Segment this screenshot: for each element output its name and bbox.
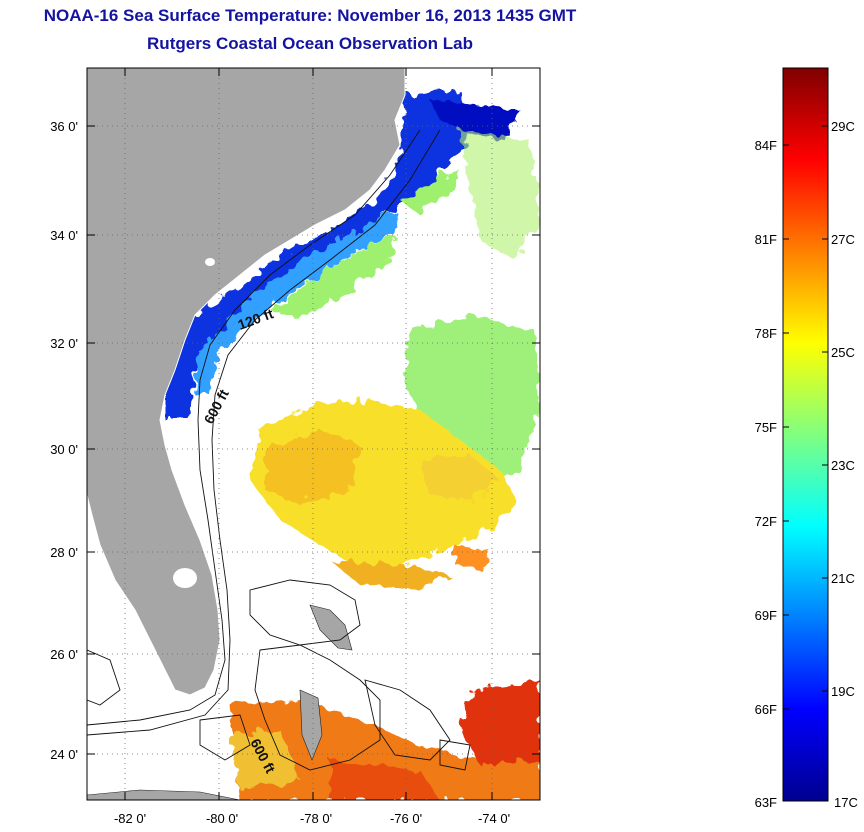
graticule [87, 68, 540, 800]
lon-label: -76 0' [390, 811, 422, 826]
lon-label: -74 0' [478, 811, 510, 826]
colorbar-label-f: 81F [755, 232, 777, 247]
lat-label: 26 0' [50, 647, 78, 662]
colorbar-label-c: 21C [831, 571, 855, 586]
lon-labels: -82 0' -80 0' -78 0' -76 0' -74 0' [114, 811, 510, 826]
colorbar-label-c: 19C [831, 684, 855, 699]
colorbar-label-f: 66F [755, 702, 777, 717]
lat-label: 36 0' [50, 119, 78, 134]
colorbar-gradient [782, 67, 829, 802]
colorbar-label-c: 25C [831, 345, 855, 360]
lat-label: 30 0' [50, 442, 78, 457]
lat-label: 32 0' [50, 336, 78, 351]
lat-label: 28 0' [50, 545, 78, 560]
colorbar-label-f: 72F [755, 514, 777, 529]
colorbar-label-f: 84F [755, 138, 777, 153]
sst-field [165, 90, 540, 800]
temperature-colorbar: 84F 81F 78F 75F 72F 69F 66F 63F 29C 27C … [755, 67, 858, 810]
lake [205, 258, 215, 266]
colorbar-label-f: 69F [755, 608, 777, 623]
colorbar-label-f: 63F [755, 795, 777, 810]
lat-labels: 36 0' 34 0' 32 0' 30 0' 28 0' 26 0' 24 0… [50, 119, 78, 762]
lat-label: 24 0' [50, 747, 78, 762]
map-panel: 120 ft 600 ft 600 ft [87, 68, 540, 800]
colorbar-label-f: 78F [755, 326, 777, 341]
lake-okeechobee [173, 568, 197, 588]
lon-label: -80 0' [206, 811, 238, 826]
colorbar-label-c: 29C [831, 119, 855, 134]
colorbar-label-c: 27C [831, 232, 855, 247]
axis-ticks [87, 68, 540, 800]
colorbar-label-f: 75F [755, 420, 777, 435]
lat-label: 34 0' [50, 228, 78, 243]
map-title: NOAA-16 Sea Surface Temperature: Novembe… [43, 6, 577, 25]
bathymetry-contours [87, 129, 471, 771]
colorbar-ticks [783, 125, 828, 710]
land-mass [87, 68, 406, 696]
map-subtitle: Rutgers Coastal Ocean Observation Lab [147, 34, 473, 53]
colorbar-label-c: 23C [831, 458, 855, 473]
lon-label: -82 0' [114, 811, 146, 826]
colorbar-label-c: 17C [834, 795, 858, 810]
lon-label: -78 0' [300, 811, 332, 826]
bahamas-island [299, 689, 323, 761]
